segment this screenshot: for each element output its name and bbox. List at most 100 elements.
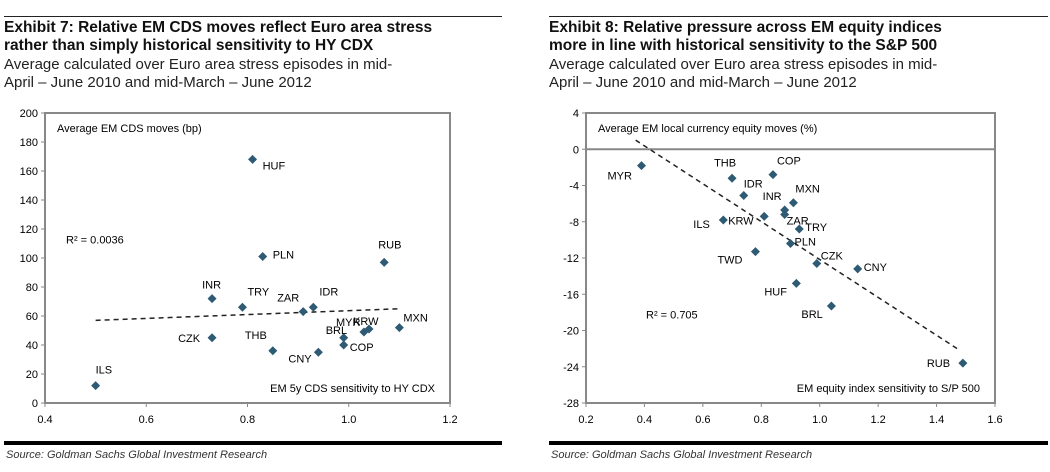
point-label: CNY [864, 262, 888, 274]
point-label: CZK [178, 333, 201, 345]
data-point-thb [727, 173, 737, 183]
data-point-krw [759, 211, 769, 221]
point-label: MXN [403, 313, 428, 325]
point-label: CNY [288, 353, 312, 365]
data-point-huf [248, 154, 258, 164]
data-point-cop [768, 170, 778, 180]
point-label: PLN [795, 237, 816, 249]
x-tick-label: 0.6 [695, 414, 710, 426]
divider [4, 441, 502, 445]
point-label: IDR [319, 286, 338, 298]
point-label: COP [350, 342, 374, 354]
data-point-try [237, 302, 247, 312]
point-label: TWD [717, 255, 742, 267]
trend-line [635, 139, 961, 352]
divider [549, 441, 1048, 445]
y-axis-label: Average EM CDS moves (bp) [57, 123, 202, 135]
data-point-inr [780, 205, 790, 215]
x-tick-label: 0.8 [754, 414, 769, 426]
source-note: Source: Goldman Sachs Global Investment … [6, 449, 268, 461]
point-label: COP [777, 156, 801, 168]
chart-title: Exhibit 8: Relative pressure across EM e… [549, 19, 942, 54]
scatter-chart-cds: 0 20 40 60 80 100 120 140 160 180 200 0.4 0.6 0.8 1.0 1… [20, 108, 458, 426]
x-tick-label: 1.0 [341, 414, 356, 426]
x-tick-label: 1.6 [987, 414, 1002, 426]
y-tick-label: 80 [26, 282, 38, 294]
point-label: THB [714, 157, 736, 169]
point-label: BRL [801, 309, 822, 321]
trend-line [95, 308, 400, 322]
point-label: MXN [795, 184, 820, 196]
data-point-brl [339, 333, 349, 343]
y-tick-label: -8 [569, 217, 579, 229]
data-point-brl [826, 301, 836, 311]
point-label: BRL [326, 325, 347, 337]
point-label: ILS [693, 219, 710, 231]
data-point-czk [812, 258, 822, 268]
y-tick-label: -16 [563, 289, 579, 301]
point-label: INR [763, 191, 782, 203]
data-point-thb [268, 346, 278, 356]
point-label: ZAR [787, 216, 809, 228]
y-tick-label: -12 [563, 253, 579, 265]
y-tick-label: -4 [569, 181, 579, 193]
x-axis-label: EM 5y CDS sensitivity to HY CDX [270, 383, 436, 395]
chart-subtitle: Average calculated over Euro area stress… [4, 56, 393, 91]
x-tick-label: 0.8 [240, 414, 255, 426]
data-point-idr [308, 302, 318, 312]
x-tick-label: 0.2 [578, 414, 593, 426]
data-point-rub [379, 257, 389, 267]
data-point-czk [207, 333, 217, 343]
y-tick-label: 0 [32, 398, 38, 410]
scatter-chart-equity: -28 -24 -20 -16 -12 -8 -4 0 4 0.2 0.4 0.6 0.8 1.0 1.2 1… [563, 108, 1003, 426]
point-label: THB [245, 330, 267, 342]
x-tick-label: 1.2 [870, 414, 885, 426]
data-point-ils [718, 215, 728, 225]
point-label: CZK [821, 250, 844, 262]
data-point-mxn [788, 198, 798, 208]
point-label: KRW [728, 215, 754, 227]
y-tick-label: 180 [20, 137, 38, 149]
data-point-myr [359, 327, 369, 337]
y-tick-label: 60 [26, 311, 38, 323]
exhibit-8-panel: Exhibit 8: Relative pressure across EM e… [549, 0, 1048, 472]
y-tick-label: -20 [563, 326, 579, 338]
y-tick-label: 200 [20, 108, 38, 120]
point-label: TRY [805, 222, 827, 234]
point-label: HUF [263, 160, 286, 172]
point-label: RUB [378, 239, 401, 251]
data-point-rub [958, 358, 968, 368]
data-point-cop [339, 340, 349, 350]
data-point-zar [298, 307, 308, 317]
plot-frame [44, 112, 451, 404]
x-axis-label: EM equity index sensitivity to S/P 500 [797, 383, 980, 395]
y-tick-label: 0 [573, 144, 579, 156]
chart-title: Exhibit 7: Relative EM CDS moves reflect… [4, 19, 433, 54]
data-point-mxn [394, 323, 404, 333]
data-point-pln [786, 239, 795, 248]
point-label: ZAR [277, 293, 299, 305]
y-tick-label: -28 [563, 398, 579, 410]
y-axis-label: Average EM local currency equity moves (… [598, 123, 817, 135]
y-tick-label: 160 [20, 166, 38, 178]
data-point-myr [637, 161, 647, 171]
data-point-cny [313, 347, 323, 357]
x-tick-label: 0.6 [139, 414, 154, 426]
r-squared-annotation: R² = 0.0036 [66, 235, 124, 247]
y-tick-label: 20 [26, 369, 38, 381]
x-tick-label: 0.4 [637, 414, 652, 426]
divider [4, 16, 502, 17]
chart-subtitle: Average calculated over Euro area stress… [549, 56, 938, 91]
data-point-inr [207, 294, 217, 304]
point-label: PLN [273, 250, 294, 262]
point-label: RUB [927, 358, 950, 370]
y-tick-label: 140 [20, 195, 38, 207]
data-point-ils [91, 381, 101, 391]
point-label: MYR [608, 171, 633, 183]
exhibit-7-panel: Exhibit 7: Relative EM CDS moves reflect… [4, 0, 502, 472]
data-point-cny [853, 264, 863, 274]
point-label: IDR [744, 178, 763, 190]
r-squared-annotation: R² = 0.705 [646, 310, 698, 322]
y-tick-label: 100 [20, 253, 38, 265]
data-point-twd [750, 247, 760, 257]
